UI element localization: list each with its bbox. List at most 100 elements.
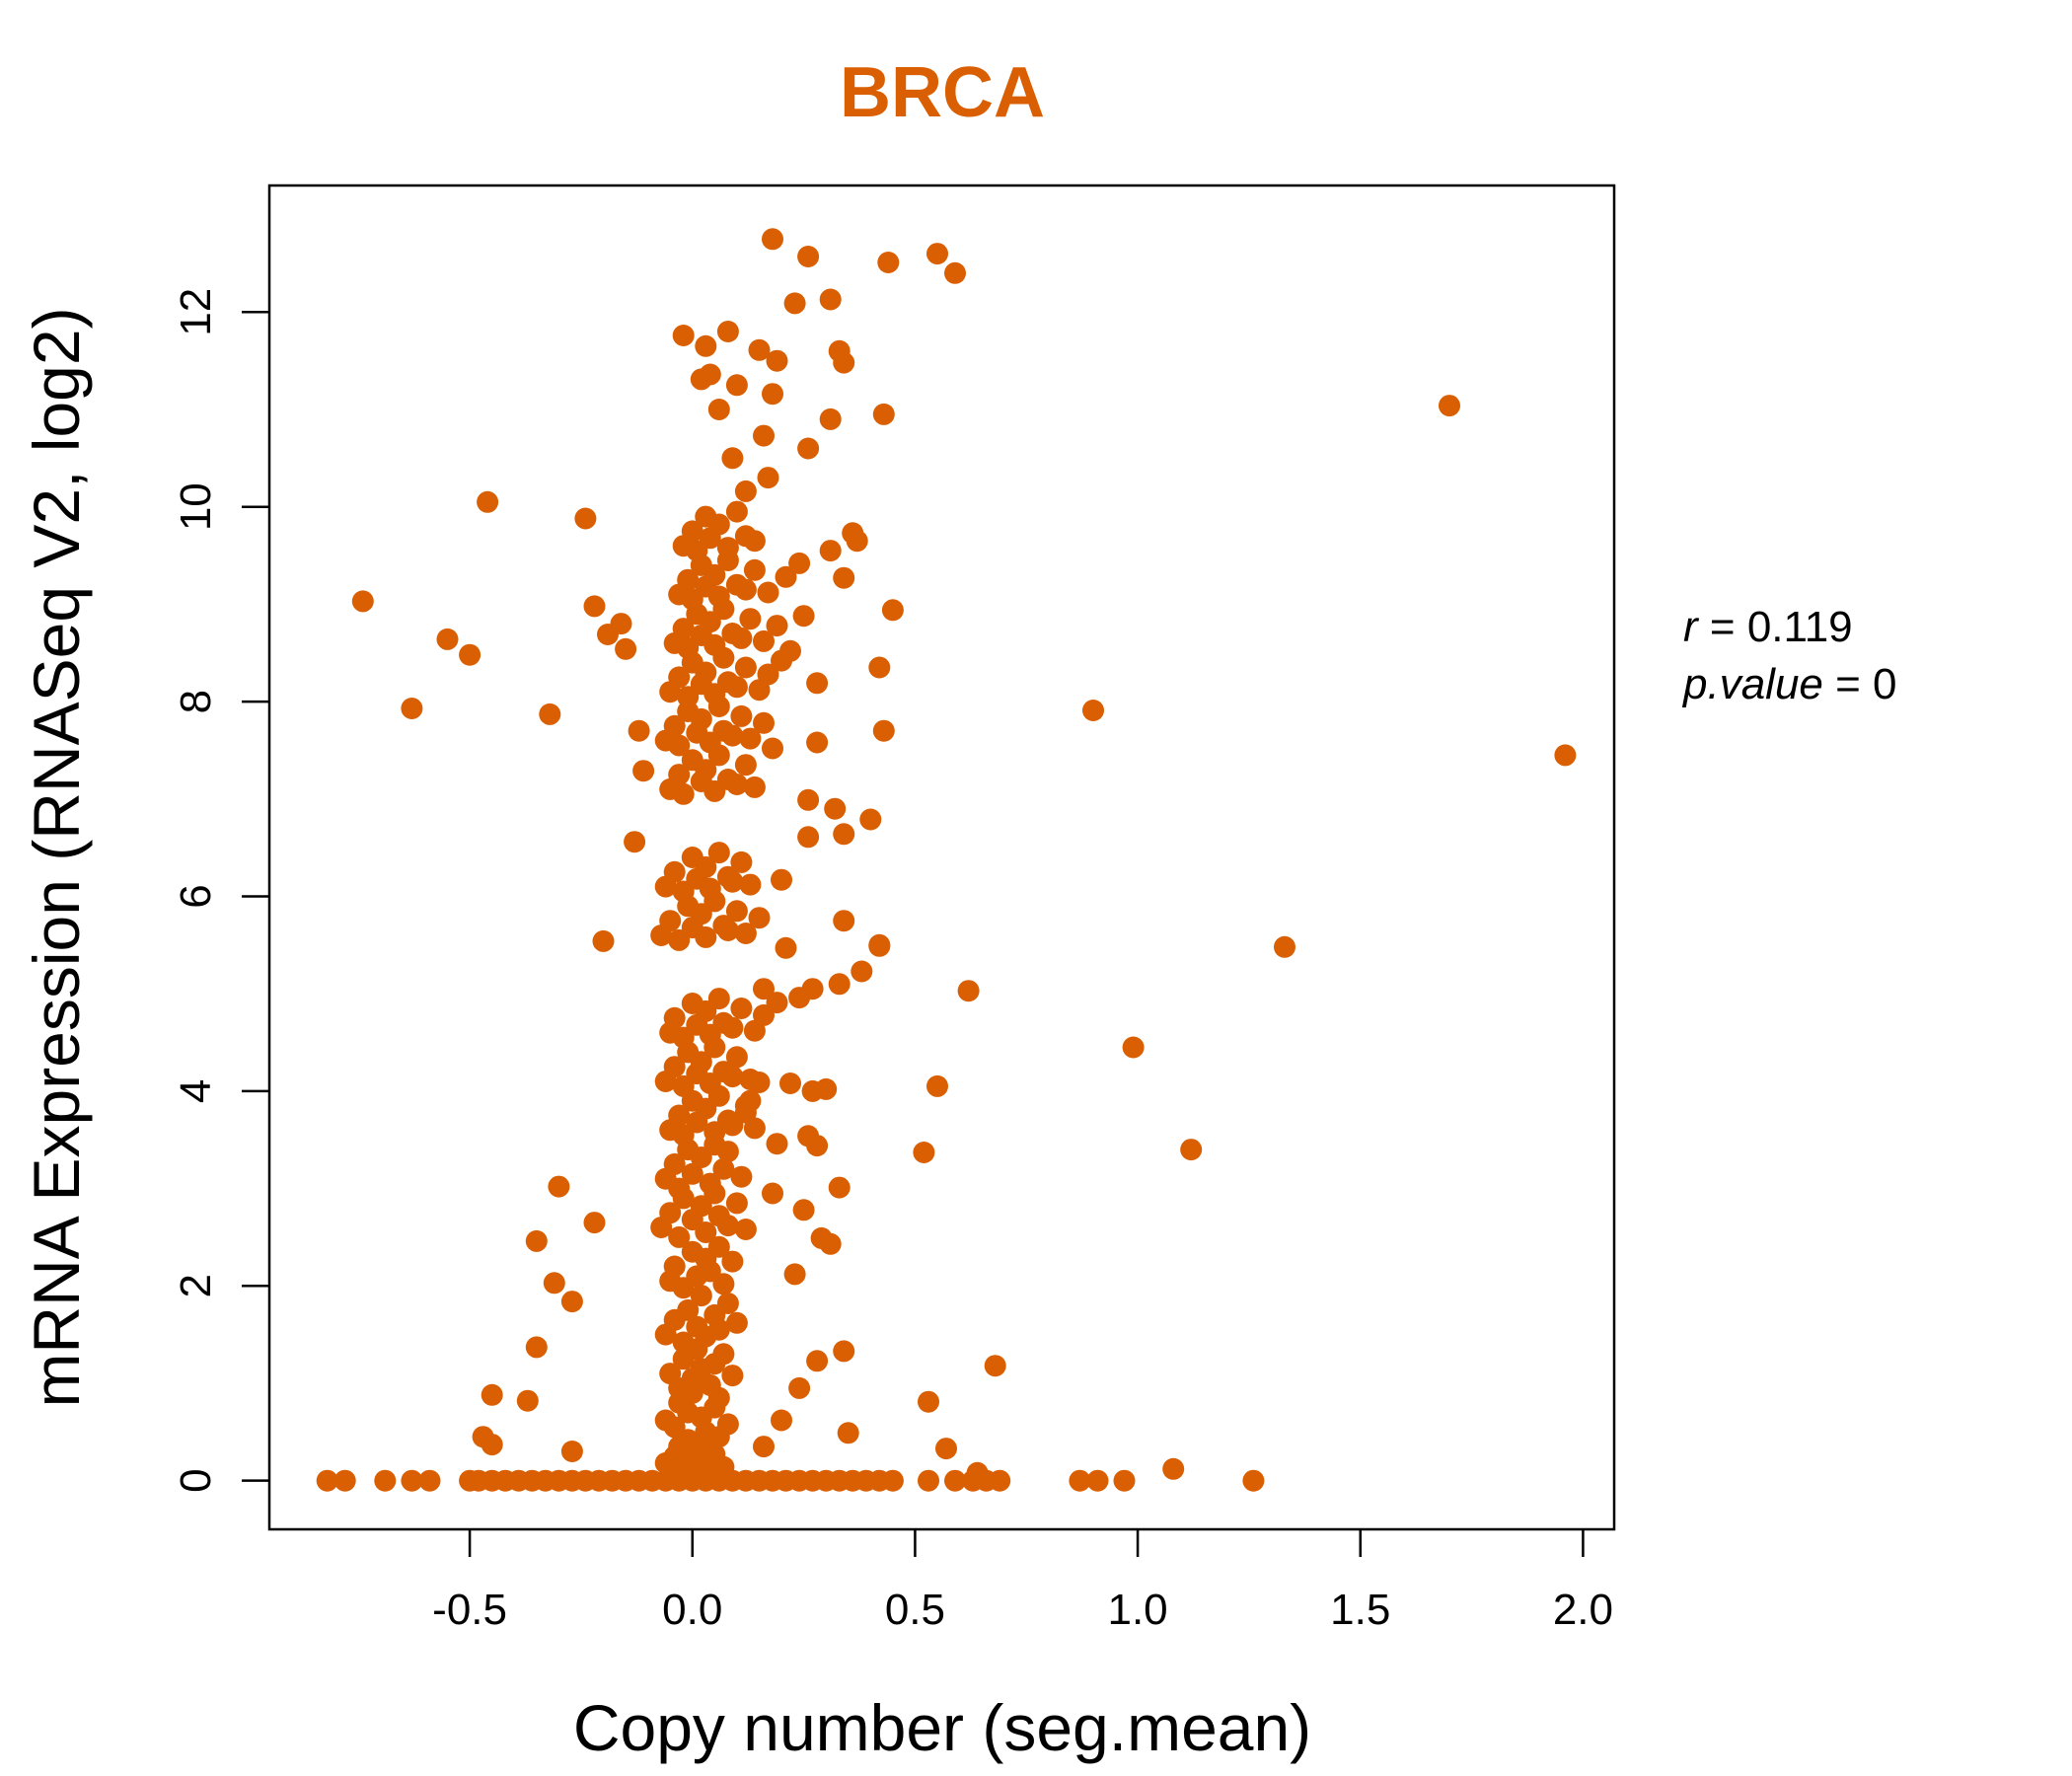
data-point xyxy=(725,676,748,699)
data-point xyxy=(695,759,717,781)
data-point xyxy=(712,1157,735,1180)
data-point xyxy=(681,520,703,543)
data-point xyxy=(833,823,855,846)
data-point xyxy=(748,907,771,929)
data-point xyxy=(730,1165,753,1188)
chart-title: BRCA xyxy=(840,53,1045,132)
data-point xyxy=(725,1046,748,1069)
data-point xyxy=(695,1421,717,1443)
data-point xyxy=(632,760,655,782)
data-point xyxy=(797,1125,820,1147)
data-point xyxy=(730,704,753,727)
data-point xyxy=(1274,935,1295,958)
data-point xyxy=(783,1263,806,1286)
x-axis: -0.5 0.0 0.5 1.0 1.5 2.0 xyxy=(432,1529,1613,1634)
data-point xyxy=(734,656,757,679)
x-tick-label: 1.5 xyxy=(1330,1586,1390,1634)
data-point xyxy=(797,246,820,267)
data-point xyxy=(716,1413,739,1436)
data-point xyxy=(677,1298,700,1321)
data-point xyxy=(1162,1457,1185,1480)
data-point xyxy=(806,672,829,695)
p-statistic: p.value = 0 xyxy=(1681,660,1897,708)
data-point xyxy=(797,826,820,849)
data-point xyxy=(663,1416,686,1439)
data-point xyxy=(783,292,806,315)
data-point xyxy=(707,399,730,420)
data-point xyxy=(788,1376,811,1399)
data-points xyxy=(316,228,1577,1492)
data-point xyxy=(771,868,792,891)
data-point xyxy=(762,737,783,760)
data-point xyxy=(881,599,904,622)
data-point xyxy=(690,1051,712,1073)
data-point xyxy=(918,1469,939,1492)
data-point xyxy=(762,1182,783,1205)
data-point xyxy=(810,1226,833,1249)
y-tick-label: 10 xyxy=(172,482,220,531)
data-point xyxy=(418,1469,441,1492)
data-point xyxy=(868,934,891,957)
data-point xyxy=(734,578,757,601)
data-point xyxy=(663,1006,686,1029)
data-point xyxy=(739,1069,762,1090)
data-point xyxy=(401,1469,423,1492)
data-point xyxy=(707,585,730,608)
data-point xyxy=(560,1441,583,1462)
data-point xyxy=(944,261,966,284)
data-point xyxy=(672,325,695,346)
data-point xyxy=(663,1255,686,1278)
data-point xyxy=(762,228,783,251)
data-point xyxy=(739,608,762,630)
data-point xyxy=(984,1355,1006,1377)
data-point xyxy=(659,910,682,932)
x-tick-label: 1.0 xyxy=(1107,1586,1167,1634)
data-point xyxy=(721,724,744,747)
x-tick-label: 0.0 xyxy=(662,1586,722,1634)
data-point xyxy=(797,437,820,460)
x-tick-label: 0.5 xyxy=(885,1586,945,1634)
data-point xyxy=(707,513,730,536)
data-point xyxy=(516,1389,539,1412)
data-point xyxy=(730,851,753,873)
data-point xyxy=(695,334,717,357)
p-label: p.value xyxy=(1681,660,1823,708)
data-point xyxy=(725,1311,748,1334)
data-point xyxy=(663,860,686,883)
y-tick-label: 6 xyxy=(172,884,220,908)
data-point xyxy=(695,855,717,878)
data-point xyxy=(668,734,691,757)
data-point xyxy=(574,507,597,530)
data-point xyxy=(788,552,811,574)
data-point xyxy=(707,1318,730,1341)
y-tick-label: 4 xyxy=(172,1079,220,1103)
data-point xyxy=(610,613,632,635)
y-tick-label: 0 xyxy=(172,1468,220,1492)
data-point xyxy=(797,788,820,811)
data-point xyxy=(779,639,801,662)
data-point xyxy=(788,987,811,1009)
data-point xyxy=(560,1291,583,1313)
data-point xyxy=(753,978,775,1000)
data-point xyxy=(833,1340,855,1363)
data-point xyxy=(739,727,762,750)
data-point xyxy=(819,288,842,311)
data-point xyxy=(695,925,717,948)
data-point xyxy=(695,1221,717,1243)
data-point xyxy=(828,973,851,996)
data-point xyxy=(703,563,726,586)
y-tick-label: 2 xyxy=(172,1274,220,1297)
data-point xyxy=(775,936,797,959)
data-point xyxy=(628,719,650,742)
data-point xyxy=(730,998,753,1019)
data-point xyxy=(1122,1036,1145,1059)
data-point xyxy=(734,1219,757,1240)
data-point xyxy=(753,711,775,734)
data-point xyxy=(695,661,717,684)
data-point xyxy=(716,1141,739,1163)
data-point xyxy=(1069,1469,1091,1492)
data-point xyxy=(721,1066,744,1088)
data-point xyxy=(918,1390,939,1413)
data-point xyxy=(779,1073,801,1094)
data-point xyxy=(837,1422,859,1444)
